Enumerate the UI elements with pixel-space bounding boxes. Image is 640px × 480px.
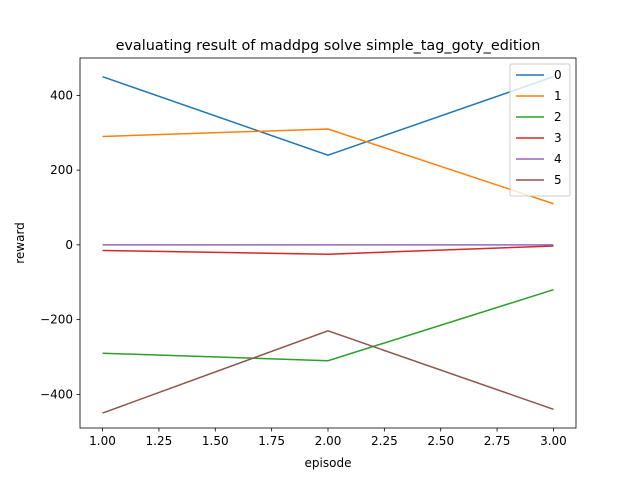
x-tick-label: 2.00 bbox=[315, 434, 342, 448]
series-line-5 bbox=[102, 330, 554, 414]
x-tick-label: 1.50 bbox=[202, 434, 229, 448]
series-line-2 bbox=[102, 289, 554, 362]
x-axis-label: episode bbox=[305, 456, 352, 470]
y-tick-label: −400 bbox=[40, 387, 73, 401]
y-tick-label: 0 bbox=[65, 238, 73, 252]
plot-frame bbox=[79, 57, 577, 429]
x-tick-label: 1.25 bbox=[146, 434, 173, 448]
y-axis-ticks: −400 −200 0 200 400 bbox=[40, 88, 80, 401]
legend: 0 1 2 3 4 5 bbox=[509, 63, 571, 197]
y-tick-label: 200 bbox=[50, 163, 73, 177]
series-line-1 bbox=[102, 128, 554, 205]
y-tick-label: 400 bbox=[50, 88, 73, 102]
series-line-0 bbox=[102, 75, 554, 156]
x-tick-label: 2.50 bbox=[427, 434, 454, 448]
x-tick-label: 2.75 bbox=[484, 434, 511, 448]
x-tick-label: 3.00 bbox=[540, 434, 567, 448]
x-tick-label: 1.00 bbox=[89, 434, 116, 448]
series-line-3 bbox=[102, 245, 554, 255]
y-tick-label: −200 bbox=[40, 313, 73, 327]
y-axis-label: reward bbox=[13, 222, 27, 264]
x-tick-label: 1.75 bbox=[258, 434, 285, 448]
legend-label-3: 3 bbox=[554, 131, 562, 145]
legend-label-0: 0 bbox=[554, 68, 562, 82]
series-layer bbox=[102, 75, 554, 414]
legend-label-1: 1 bbox=[554, 89, 562, 103]
legend-box bbox=[509, 63, 571, 197]
x-axis-ticks: 1.00 1.25 1.50 1.75 2.00 2.25 2.50 2.75 3.00 bbox=[89, 428, 567, 448]
legend-label-4: 4 bbox=[554, 152, 562, 166]
chart-title: evaluating result of maddpg solve simple… bbox=[116, 38, 541, 54]
legend-label-5: 5 bbox=[554, 173, 562, 187]
x-tick-label: 2.25 bbox=[371, 434, 398, 448]
legend-label-2: 2 bbox=[554, 110, 562, 124]
